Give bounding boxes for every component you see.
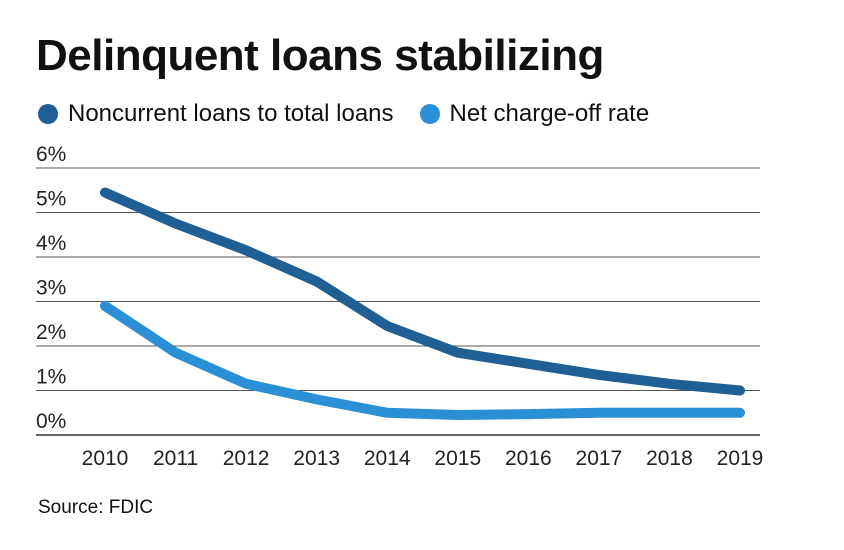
legend-item-chargeoff: Net charge-off rate — [419, 100, 650, 128]
series-line-chargeoff — [100, 300, 745, 420]
y-tick-label: 5% — [36, 188, 66, 211]
y-tick-label: 0% — [36, 410, 66, 433]
x-tick-label: 2010 — [82, 447, 129, 470]
legend-item-noncurrent: Noncurrent loans to total loans — [38, 100, 394, 128]
line-chart: 0% 1% 2% 3% 4% 5% 6% 2010 2011 2012 2013 2014 2015 20… — [36, 143, 764, 470]
x-tick-label: 2013 — [293, 447, 340, 470]
x-tick-label: 2011 — [153, 447, 198, 470]
chart-title: Delinquent loans stabilizing — [36, 31, 604, 80]
y-tick-label: 6% — [36, 143, 66, 166]
legend-label-chargeoff: Net charge-off rate — [449, 100, 650, 127]
x-tick-label: 2017 — [576, 447, 623, 470]
legend-dot-noncurrent — [38, 104, 58, 124]
x-tick-label: 2016 — [505, 447, 552, 470]
x-tick-label: 2015 — [434, 447, 481, 470]
y-tick-label: 3% — [36, 277, 66, 300]
x-tick-label: 2012 — [223, 447, 270, 470]
y-tick-label: 2% — [36, 321, 66, 344]
y-tick-label: 4% — [36, 232, 66, 255]
x-tick-label: 2014 — [364, 447, 411, 470]
x-tick-label: 2019 — [717, 447, 764, 470]
series-line-noncurrent — [100, 187, 745, 396]
y-tick-label: 1% — [36, 366, 66, 389]
legend-dot-chargeoff — [419, 104, 440, 124]
x-tick-label: 2018 — [646, 447, 693, 470]
chart-legend: Noncurrent loans to total loans Net char… — [38, 100, 649, 128]
source-note: Source: FDIC — [38, 497, 154, 518]
legend-label-noncurrent: Noncurrent loans to total loans — [68, 100, 394, 127]
